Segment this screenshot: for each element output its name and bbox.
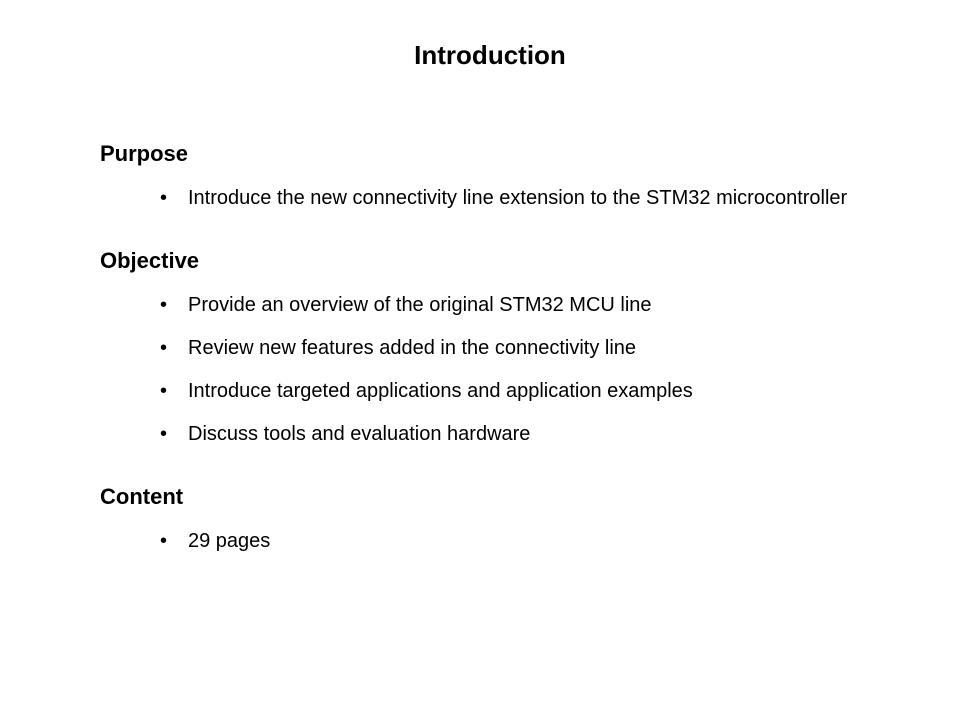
list-item: 29 pages xyxy=(160,528,880,555)
list-item: Review new features added in the connect… xyxy=(160,335,880,362)
list-item: Provide an overview of the original STM3… xyxy=(160,292,880,319)
list-item: Introduce the new connectivity line exte… xyxy=(160,185,880,212)
list-item: Introduce targeted applications and appl… xyxy=(160,378,880,405)
section-heading-objective: Objective xyxy=(100,248,880,274)
section-content: Content 29 pages xyxy=(100,484,880,555)
section-objective: Objective Provide an overview of the ori… xyxy=(100,248,880,448)
slide: Introduction Purpose Introduce the new c… xyxy=(0,0,960,720)
bullet-list-content: 29 pages xyxy=(160,528,880,555)
slide-title: Introduction xyxy=(100,40,880,71)
section-purpose: Purpose Introduce the new connectivity l… xyxy=(100,141,880,212)
list-item: Discuss tools and evaluation hardware xyxy=(160,421,880,448)
bullet-list-purpose: Introduce the new connectivity line exte… xyxy=(160,185,880,212)
bullet-list-objective: Provide an overview of the original STM3… xyxy=(160,292,880,448)
section-heading-content: Content xyxy=(100,484,880,510)
section-heading-purpose: Purpose xyxy=(100,141,880,167)
